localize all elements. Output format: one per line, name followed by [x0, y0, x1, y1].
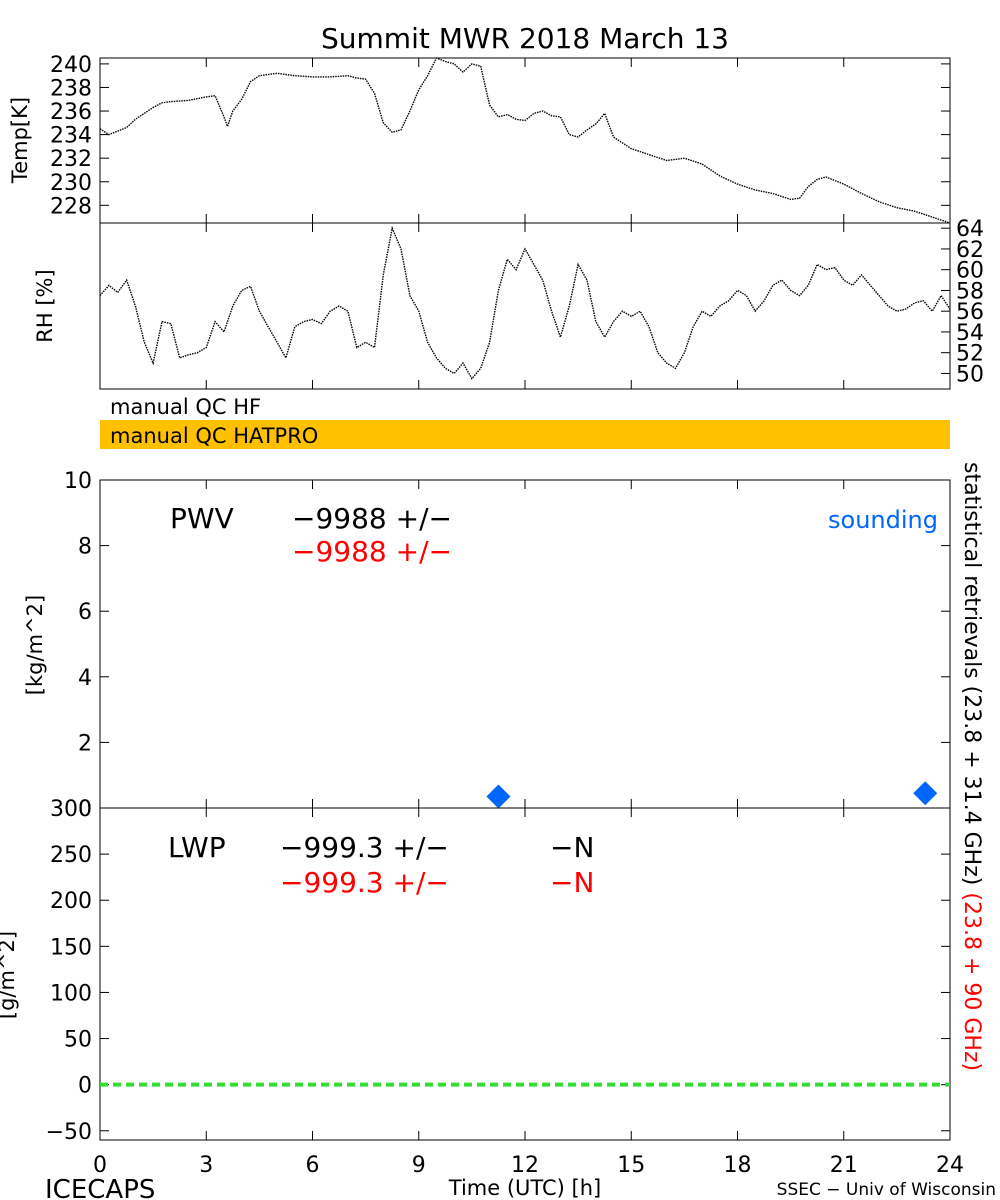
x-tick-label: 6	[306, 1153, 320, 1178]
rh-y-label: RH [%]	[33, 269, 57, 342]
footer-icecaps: ICECAPS	[45, 1175, 155, 1200]
rh-ytick-label: 54	[956, 321, 984, 346]
rh-ytick-label: 60	[956, 259, 984, 284]
x-tick-label: 3	[199, 1153, 213, 1178]
figure-title: Summit MWR 2018 March 13	[321, 22, 729, 55]
rh-ytick-label: 56	[956, 300, 984, 325]
x-tick-label: 18	[724, 1153, 752, 1178]
lwp-n-red: −N	[550, 866, 594, 899]
qc-hatpro-bar	[100, 420, 950, 449]
right-label-red: (23.8 + 90 GHz)	[959, 892, 984, 1071]
temp-ytick-label: 238	[50, 76, 92, 101]
rh-ytick-label: 52	[956, 342, 984, 367]
temp-series	[99, 57, 951, 224]
temp-line	[99, 57, 951, 224]
x-tick-label: 21	[830, 1153, 858, 1178]
pwv-value-black: −9988 +/−	[292, 502, 452, 535]
lwp-panel: −50 0 50 100 150 200 250 300 [g/m^2] LWP −999.3…	[0, 797, 951, 1145]
pwv-y-ticks: 0 2 4 6 8 10	[64, 469, 950, 822]
sounding-legend: sounding	[828, 506, 938, 534]
temp-ytick-label: 228	[50, 194, 92, 219]
right-label-statistical: statistical retrievals (23.8 + 31.4 GHz)…	[959, 462, 984, 1071]
temp-frame	[99, 57, 951, 224]
lwp-n-black: −N	[550, 831, 594, 864]
pwv-x-ticks	[99, 480, 951, 808]
lwp-ytick-label: −50	[46, 1120, 92, 1145]
lwp-frame	[99, 807, 951, 1141]
sounding-point	[486, 784, 511, 809]
rh-ytick-label: 62	[956, 238, 984, 263]
x-tick-label: 12	[511, 1153, 539, 1178]
pwv-y-label: [kg/m^2]	[23, 595, 47, 695]
lwp-ytick-label: 250	[50, 843, 92, 868]
pwv-ytick-label: 8	[78, 535, 92, 560]
lwp-ytick-label: 100	[50, 981, 92, 1006]
qc-hf-label: manual QC HF	[110, 395, 261, 419]
sounding-point	[913, 781, 938, 806]
lwp-value-red: −999.3 +/−	[280, 866, 449, 899]
pwv-ytick-label: 10	[64, 469, 92, 494]
rh-ytick-label: 50	[956, 362, 984, 387]
temp-ytick-label: 240	[50, 53, 92, 78]
temp-ytick-label: 230	[50, 171, 92, 196]
right-label-black: statistical retrievals (23.8 + 31.4 GHz)	[959, 462, 984, 885]
lwp-y-ticks: −50 0 50 100 150 200 250 300	[46, 797, 950, 1145]
lwp-label: LWP	[168, 831, 226, 864]
x-axis-label: Time (UTC) [h]	[448, 1176, 601, 1200]
lwp-ytick-label: 300	[50, 797, 92, 822]
pwv-ytick-label: 0	[78, 797, 92, 822]
rh-series	[99, 225, 951, 380]
lwp-x-ticks	[99, 808, 951, 1140]
lwp-ytick-label: 200	[50, 889, 92, 914]
pwv-ytick-label: 6	[78, 600, 92, 625]
lwp-ytick-label: 0	[78, 1074, 92, 1099]
x-tick-label: 15	[617, 1153, 645, 1178]
x-tick-label: 0	[93, 1153, 107, 1178]
x-tick-labels: 0 3 6 9 12 15 18 21 24	[93, 1153, 964, 1178]
pwv-ytick-label: 4	[78, 666, 92, 691]
rh-ytick-label: 58	[956, 279, 984, 304]
qc-hatpro-label: manual QC HATPRO	[110, 424, 318, 448]
temp-x-ticks	[99, 58, 951, 223]
pwv-label: PWV	[170, 502, 234, 535]
lwp-y-label: [g/m^2]	[0, 931, 19, 1019]
lwp-value-black: −999.3 +/−	[280, 831, 449, 864]
lwp-ytick-label: 150	[50, 935, 92, 960]
x-tick-label: 24	[936, 1153, 964, 1178]
lwp-ytick-label: 50	[64, 1028, 92, 1053]
rh-line	[99, 225, 951, 380]
pwv-ytick-label: 2	[78, 731, 92, 756]
pwv-panel: 0 2 4 6 8 10 [kg/m^2] PWV −9988 +/− −9988 +/−…	[23, 469, 951, 822]
rh-x-ticks	[99, 223, 951, 389]
footer-ssec: SSEC − Univ of Wisconsin	[777, 1180, 996, 1200]
x-tick-label: 9	[412, 1153, 426, 1178]
rh-ytick-label: 64	[956, 217, 984, 242]
temp-y-label: Temp[K]	[8, 97, 32, 184]
temp-ytick-label: 232	[50, 147, 92, 172]
pwv-value-red: −9988 +/−	[292, 535, 452, 568]
temp-ytick-label: 236	[50, 100, 92, 125]
temp-ytick-label: 234	[50, 124, 92, 149]
pwv-sounding-points	[486, 781, 938, 809]
